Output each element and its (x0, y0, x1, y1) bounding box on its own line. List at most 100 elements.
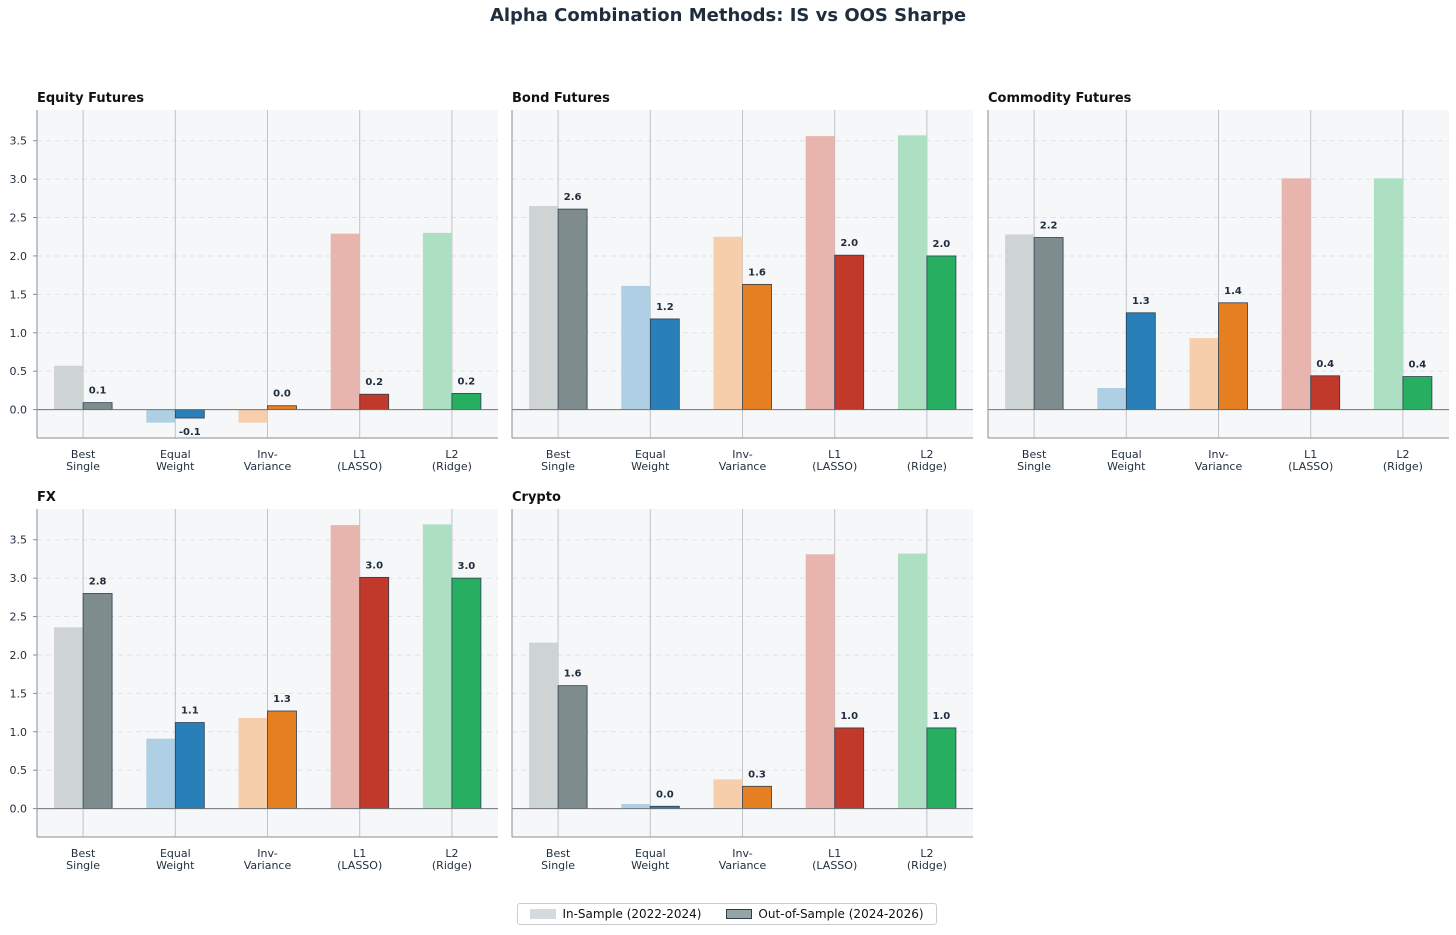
bar-out-of-sample-0 (557, 685, 588, 809)
legend-swatch-out-of-sample (726, 909, 753, 919)
bar-in-sample-1 (621, 285, 651, 410)
panel-1: 2.6 Best Single 1.2 Equal Weight 1.6 Inv-Varian… (511, 91, 973, 473)
bar-out-of-sample-4 (451, 577, 482, 809)
x-tick-label-line: Single (66, 460, 100, 473)
y-tick-label: 2.5 (10, 212, 28, 225)
x-tick-label: Equal Weight (156, 847, 195, 872)
bar-out-of-sample-2 (267, 405, 297, 410)
data-label: -0.1 (179, 427, 201, 438)
bar-out-of-sample-3 (359, 393, 390, 410)
x-tick-label: Best Single (1017, 448, 1051, 473)
data-label: 1.6 (564, 669, 582, 680)
bar-in-sample-2 (238, 409, 268, 423)
bar-out-of-sample-3 (834, 727, 865, 809)
bar-out-of-sample-0 (557, 208, 588, 410)
bar-in-sample-1 (146, 738, 176, 809)
x-tick-label-line: Weight (1107, 460, 1146, 473)
data-label: 1.6 (748, 267, 766, 278)
y-tick-label: 3.5 (10, 534, 28, 547)
x-tick-label-line: Best (546, 448, 571, 461)
y-tick-label: 3.0 (10, 173, 28, 186)
x-tick-label-line: L1 (828, 847, 841, 860)
x-tick-label-line: (LASSO) (337, 859, 382, 872)
x-tick-label: Inv-Variance (719, 847, 767, 872)
x-tick-label-line: (LASSO) (337, 460, 382, 473)
data-label: 0.4 (1409, 360, 1427, 371)
y-tick-label: 0.5 (10, 764, 28, 777)
bar-in-sample-3 (1281, 178, 1311, 410)
y-tick-label: 2.0 (10, 250, 28, 263)
x-tick-label-line: L2 (920, 448, 933, 461)
bar-in-sample-0 (54, 365, 84, 410)
x-tick-label: L2 (Ridge) (432, 847, 472, 872)
x-tick-label: Inv-Variance (719, 448, 767, 473)
x-tick-label-line: Best (546, 847, 571, 860)
bar-in-sample-1 (621, 803, 651, 809)
x-tick-label-line: L2 (445, 847, 458, 860)
data-label: 2.2 (1040, 221, 1058, 232)
x-tick-label-line: Variance (244, 460, 292, 473)
x-tick-label: L2 (Ridge) (907, 448, 947, 473)
data-label: 1.0 (840, 711, 858, 722)
panel-0: 0.1 Best Single -0.1 Equal Weight 0.0 Inv-Varia… (10, 91, 498, 473)
bar-out-of-sample-3 (359, 576, 390, 809)
bar-in-sample-0 (1005, 234, 1035, 410)
bar-out-of-sample-1 (174, 722, 205, 809)
panel-title: Crypto (512, 490, 561, 505)
data-label: 1.4 (1224, 286, 1242, 297)
x-tick-label-line: Weight (156, 460, 195, 473)
x-tick-label-line: Inv- (257, 448, 277, 461)
x-tick-label-line: (Ridge) (907, 859, 947, 872)
bar-in-sample-0 (529, 206, 559, 410)
x-tick-label-line: Inv- (732, 448, 752, 461)
x-tick-label-line: Variance (244, 859, 292, 872)
bar-in-sample-4 (422, 524, 452, 809)
panel-2: 2.2 Best Single 1.3 Equal Weight 1.4 Inv-Varian… (987, 91, 1449, 473)
x-tick-label-line: Single (541, 859, 575, 872)
data-label: 1.1 (181, 706, 199, 717)
y-tick-label: 0.0 (10, 404, 28, 417)
legend-item-out-of-sample: Out-of-Sample (2024-2026) (726, 907, 924, 921)
x-tick-label-line: Equal (160, 847, 191, 860)
bar-out-of-sample-2 (742, 785, 772, 809)
x-tick-label: L1 (LASSO) (337, 847, 382, 872)
panel-title: Bond Futures (512, 91, 610, 106)
y-tick-label: 2.5 (10, 611, 28, 624)
legend-item-in-sample: In-Sample (2022-2024) (530, 907, 702, 921)
x-tick-label: Best Single (541, 847, 575, 872)
x-tick-label: L1 (LASSO) (812, 448, 857, 473)
x-tick-label-line: Best (1022, 448, 1047, 461)
data-label: 0.1 (89, 386, 107, 397)
data-label: 0.0 (656, 789, 674, 800)
x-tick-label: Best Single (66, 448, 100, 473)
panel-title: FX (37, 490, 56, 505)
x-tick-label: Inv-Variance (1195, 448, 1243, 473)
x-tick-label-line: Single (541, 460, 575, 473)
x-tick-label-line: Weight (631, 460, 670, 473)
x-tick-label: Inv-Variance (244, 847, 292, 872)
x-tick-label: Equal Weight (1107, 448, 1146, 473)
bar-in-sample-3 (805, 554, 835, 809)
x-tick-label: Best Single (541, 448, 575, 473)
bar-out-of-sample-3 (1310, 375, 1341, 410)
x-tick-label-line: Equal (1111, 448, 1142, 461)
panel-title: Equity Futures (37, 91, 144, 106)
y-tick-label: 2.0 (10, 649, 28, 662)
x-tick-label-line: (LASSO) (1288, 460, 1333, 473)
x-tick-label-line: Inv- (732, 847, 752, 860)
x-tick-label: Equal Weight (631, 448, 670, 473)
legend: In-Sample (2022-2024) Out-of-Sample (202… (517, 903, 937, 925)
x-tick-label-line: (LASSO) (812, 859, 857, 872)
bar-in-sample-3 (805, 136, 835, 410)
data-label: 2.8 (89, 576, 107, 587)
legend-label-in-sample: In-Sample (2022-2024) (562, 907, 702, 921)
bar-in-sample-4 (897, 135, 927, 410)
x-tick-label-line: L1 (828, 448, 841, 461)
bar-in-sample-4 (1373, 178, 1403, 410)
bar-out-of-sample-0 (82, 593, 113, 809)
x-tick-label-line: L2 (445, 448, 458, 461)
x-tick-label-line: Inv- (1208, 448, 1228, 461)
x-tick-label-line: (LASSO) (812, 460, 857, 473)
bar-out-of-sample-1 (174, 409, 205, 419)
